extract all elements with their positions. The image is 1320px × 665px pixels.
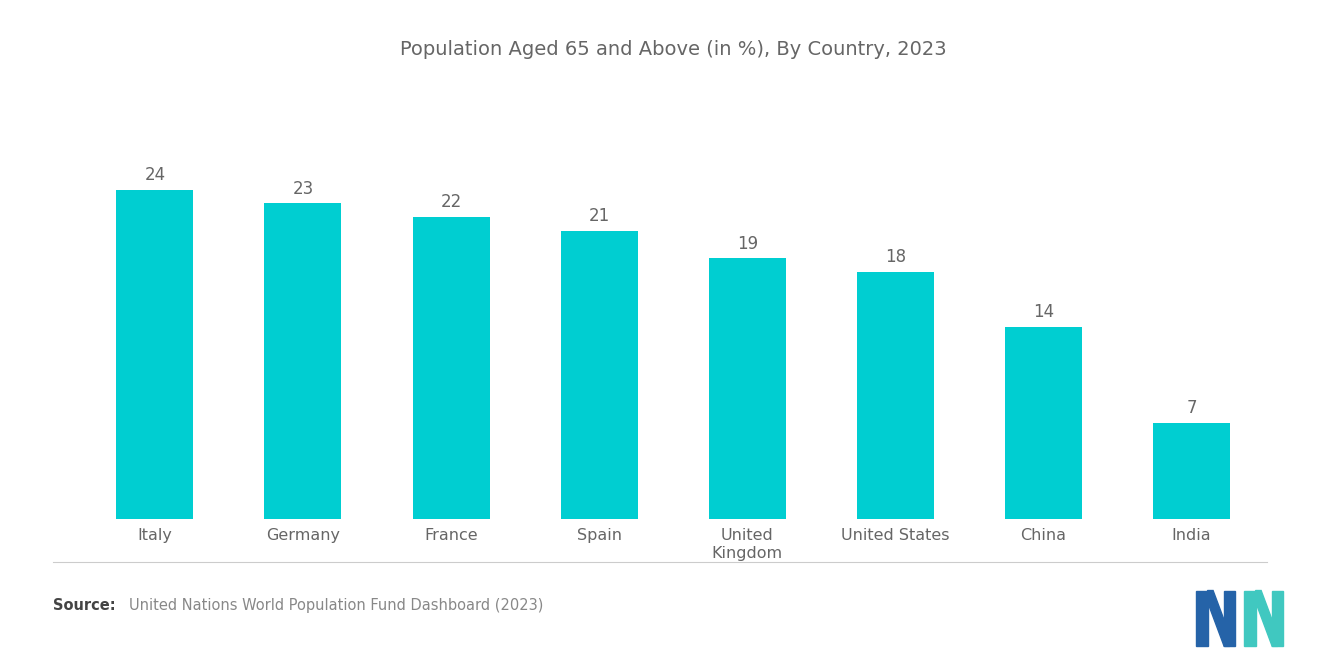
Text: 18: 18 — [884, 248, 906, 266]
Bar — [413, 217, 490, 519]
Bar — [264, 203, 342, 519]
Polygon shape — [1224, 591, 1236, 646]
Polygon shape — [1208, 591, 1230, 646]
Bar — [1005, 327, 1082, 519]
Polygon shape — [1255, 591, 1278, 646]
Bar — [1154, 423, 1230, 519]
Bar — [857, 272, 933, 519]
Polygon shape — [1196, 591, 1208, 646]
Text: Source:: Source: — [53, 598, 115, 612]
Bar — [709, 258, 785, 519]
Polygon shape — [1272, 591, 1283, 646]
Bar — [561, 231, 638, 519]
Text: 19: 19 — [737, 235, 758, 253]
Text: 24: 24 — [144, 166, 165, 184]
Title: Population Aged 65 and Above (in %), By Country, 2023: Population Aged 65 and Above (in %), By … — [400, 40, 946, 59]
Text: 21: 21 — [589, 207, 610, 225]
Text: 22: 22 — [441, 194, 462, 211]
Bar — [116, 190, 193, 519]
Polygon shape — [1245, 591, 1255, 646]
Text: United Nations World Population Fund Dashboard (2023): United Nations World Population Fund Das… — [129, 598, 544, 612]
Text: 23: 23 — [292, 180, 314, 198]
Text: 14: 14 — [1032, 303, 1053, 321]
Text: 7: 7 — [1187, 399, 1197, 417]
